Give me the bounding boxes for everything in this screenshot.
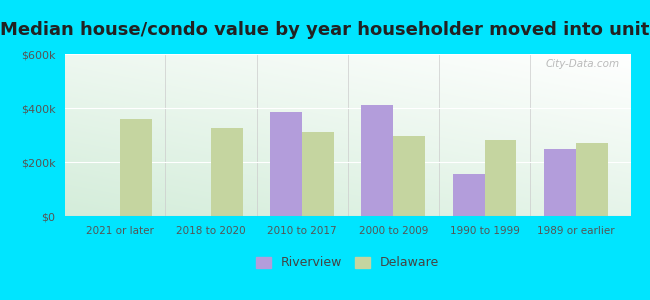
Bar — [120, 119, 151, 216]
Legend: Riverview, Delaware: Riverview, Delaware — [251, 251, 445, 274]
Bar — [211, 128, 243, 216]
Bar — [576, 143, 608, 216]
Bar — [452, 174, 484, 216]
Bar — [361, 105, 393, 216]
Text: Median house/condo value by year householder moved into unit: Median house/condo value by year househo… — [0, 21, 650, 39]
Bar — [484, 140, 517, 216]
Bar — [544, 148, 576, 216]
Bar — [393, 136, 425, 216]
Bar — [302, 132, 334, 216]
Text: City-Data.com: City-Data.com — [545, 59, 619, 69]
Bar — [270, 112, 302, 216]
